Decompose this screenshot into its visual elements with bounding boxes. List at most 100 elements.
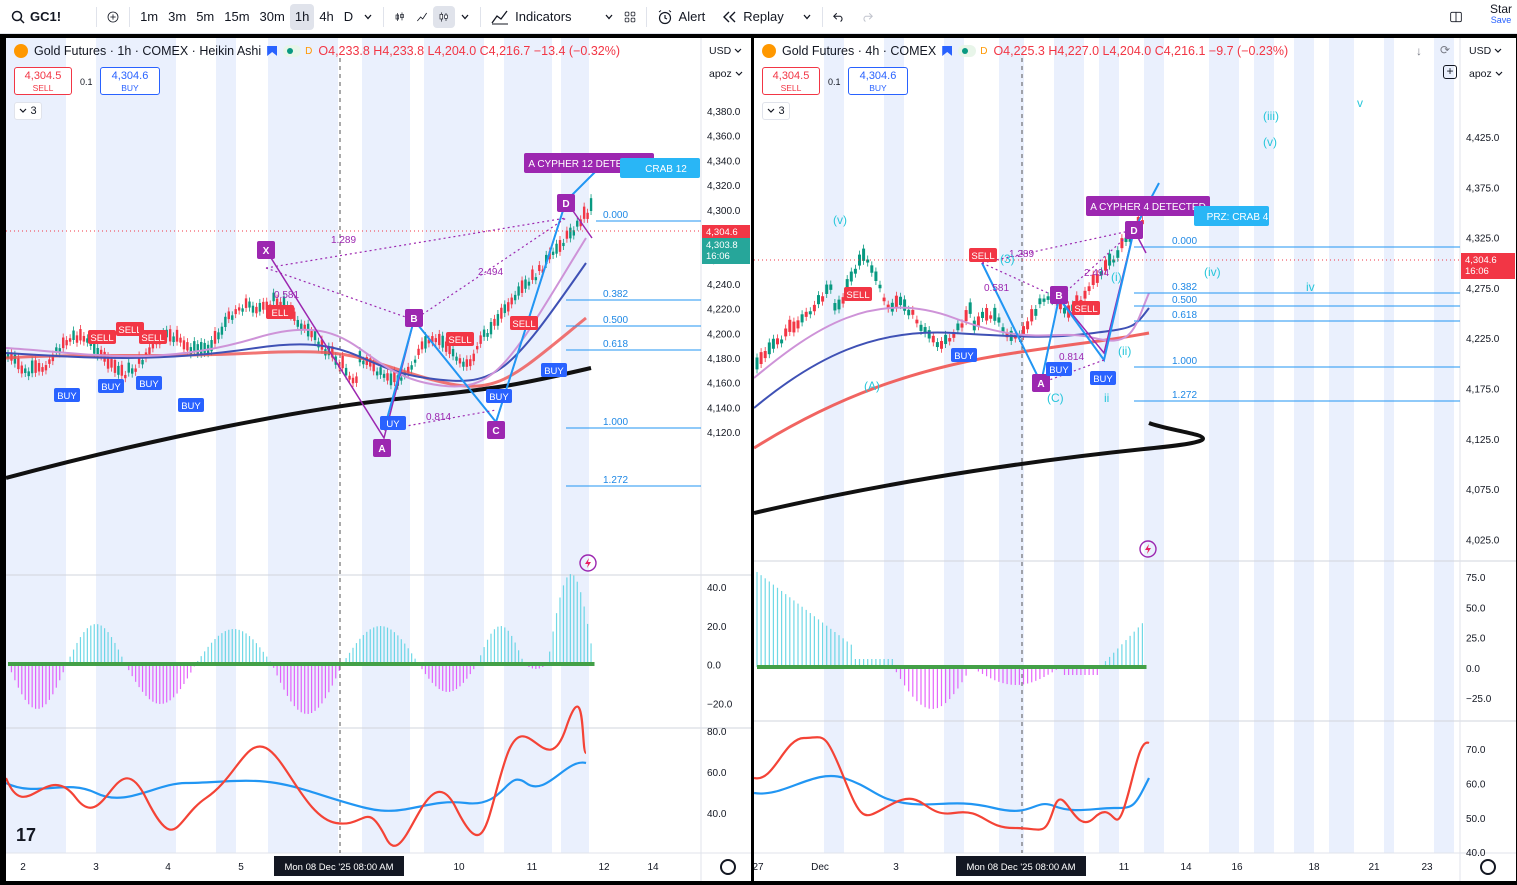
candle-body [127,362,130,373]
fullscreen-panel-button[interactable] [1445,6,1467,28]
candle-body [148,347,151,354]
flag-icon[interactable] [267,46,278,56]
candle-body [344,367,348,376]
eye-icon[interactable] [283,45,302,57]
candle-body [296,319,299,327]
left-currency-select[interactable]: USD [709,45,742,57]
left-symbol-title[interactable]: Gold Futures · 1h · COMEX · Heikin Ashi [34,44,262,58]
moving-average-line [754,331,1150,450]
flag-icon[interactable] [942,46,953,56]
add-symbol-button[interactable] [102,6,124,28]
candle-body [944,334,948,345]
pattern-ratio-line [265,267,415,321]
redo-button[interactable] [856,6,878,28]
candle-body [120,364,124,376]
interval-4h[interactable]: 4h [319,9,334,24]
refresh-icon[interactable]: ⟳ [1440,43,1451,57]
candle-body [34,360,37,373]
time-tick: 5 [238,862,244,873]
candle-body [968,302,972,314]
candle-body [763,351,767,359]
right-sell-button[interactable]: 4,304.5 SELL [762,67,820,95]
buy-signal [54,388,80,402]
interval-3m[interactable]: 3m [168,9,187,24]
right-buy-button[interactable]: 4,304.6 BUY [848,67,908,95]
indicators-dropdown[interactable] [599,4,619,30]
line-chart-type-button[interactable] [411,6,433,28]
interval-dropdown[interactable] [358,4,378,30]
candle-body [224,316,227,328]
candle-body [486,333,489,337]
right-currency-select[interactable]: USD [1469,45,1502,57]
left-chart-canvas[interactable]: 4,380.04,360.04,340.04,320.04,300.04,280… [6,38,751,881]
candle-body [576,220,579,227]
candle-body [179,337,182,343]
session-band [1054,38,1084,853]
add-plus-icon[interactable]: + [1443,65,1457,79]
oscillator-tick: −25.0 [1466,694,1492,705]
left-scale-mode[interactable]: apoz [709,68,743,80]
candle-body [110,358,113,368]
save-area[interactable]: Star Save [1490,3,1512,26]
interval-5m[interactable]: 5m [196,9,215,24]
time-tick: 21 [1368,862,1380,873]
candle-body [767,342,771,355]
price-tick: 4,220.0 [707,305,741,316]
replay-dropdown[interactable] [797,4,817,30]
candle-body [434,338,437,343]
chevron-down-icon [735,71,743,76]
right-collapse-indicators[interactable]: 3 [762,102,790,120]
left-buy-button[interactable]: 4,304.6 BUY [100,67,160,95]
symbol-search[interactable]: GC1! [6,4,66,30]
layout-button[interactable] [619,6,641,28]
oscillator-tick: 0.0 [707,661,721,672]
candle-body [927,330,931,339]
download-icon[interactable]: ↓ [1416,44,1422,58]
replay-button[interactable]: Replay [716,4,788,30]
interval-30m[interactable]: 30m [259,9,285,24]
bar-chart-type-button[interactable] [389,6,411,28]
pattern-point-marker [373,439,391,457]
eye-icon[interactable] [958,45,977,57]
chevron-down-icon [461,14,469,19]
chart-type-dropdown[interactable] [455,4,475,30]
pattern-point-label: X [263,246,270,257]
pattern-point-marker [257,241,275,259]
right-scale-mode[interactable]: apoz [1469,68,1503,80]
pattern-detected-banner [1086,196,1210,216]
candle-body [759,352,763,364]
rsi-tick: 50.0 [1466,814,1486,825]
elliott-wave-label: (v) [833,213,847,227]
candle-body [1128,237,1132,242]
time-tick: 3 [93,862,99,873]
right-chart-pane[interactable]: 4,425.0 4,375.0 4,325.0 4,275.0 4,225.0 4,175… [754,38,1516,881]
price-tick: 4,360.0 [707,132,741,143]
interval-15m[interactable]: 15m [224,9,250,24]
interval-1h[interactable]: 1h [289,3,315,30]
right-symbol-title[interactable]: Gold Futures · 4h · COMEX [782,44,937,58]
price-tick: 4,120.0 [707,428,741,439]
session-band [424,38,484,853]
candle-body [755,357,759,370]
divider [383,6,385,27]
interval-1m[interactable]: 1m [140,9,159,24]
left-sell-button[interactable]: 4,304.5 SELL [14,67,72,95]
left-chart-pane[interactable]: 4,380.04,360.04,340.04,320.04,300.04,280… [6,38,751,881]
candles-chart-type-button[interactable] [433,5,456,28]
candle-body [231,315,234,320]
candle-body [141,359,144,365]
indicators-button[interactable]: Indicators [486,4,576,30]
settings-icon[interactable] [720,859,736,875]
candle-body [472,353,475,362]
redo-icon [863,12,873,22]
candle-body [168,329,172,342]
settings-icon[interactable] [1480,859,1496,875]
interval-D[interactable]: D [343,9,354,24]
chevron-down-icon [364,14,372,19]
left-collapse-indicators[interactable]: 3 [14,102,42,120]
right-chart-canvas[interactable]: 4,425.0 4,375.0 4,325.0 4,275.0 4,225.0 4,175… [754,38,1516,881]
alert-button[interactable]: Alert [652,4,711,30]
undo-button[interactable] [828,6,850,28]
interval-list: 1m 3m 5m 15m 30m 1h 4h D [135,3,358,30]
pattern-point-marker [557,194,575,212]
